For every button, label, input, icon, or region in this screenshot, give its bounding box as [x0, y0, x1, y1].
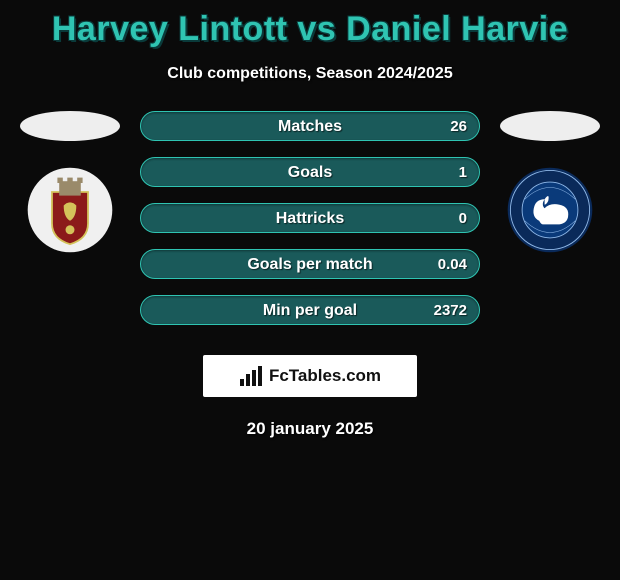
- bars-icon: [239, 365, 263, 387]
- stat-bar: Goals per match 0.04: [140, 249, 480, 279]
- stat-label: Goals: [141, 158, 479, 188]
- right-player-column: [495, 111, 605, 255]
- page-title: Harvey Lintott vs Daniel Harvie: [0, 0, 620, 49]
- right-club-crest: [505, 165, 595, 255]
- stat-bar: Matches 26: [140, 111, 480, 141]
- stat-label: Matches: [141, 112, 479, 142]
- stat-label: Hattricks: [141, 204, 479, 234]
- stats-column: Matches 26 Goals 1 Hattricks 0 Goals per…: [140, 111, 480, 341]
- stat-right-value: 2372: [422, 296, 479, 326]
- subtitle: Club competitions, Season 2024/2025: [0, 65, 620, 83]
- stat-right-value: 26: [438, 112, 479, 142]
- right-player-silhouette: [500, 111, 600, 141]
- date-text: 20 january 2025: [0, 419, 620, 439]
- stat-bar: Min per goal 2372: [140, 295, 480, 325]
- branding-box: FcTables.com: [203, 355, 417, 397]
- stat-bar: Hattricks 0: [140, 203, 480, 233]
- brand-text: FcTables.com: [269, 366, 381, 386]
- wycombe-crest-icon: [505, 165, 595, 255]
- stat-right-value: 0: [447, 204, 479, 234]
- left-player-column: [15, 111, 125, 255]
- comparison-layout: Matches 26 Goals 1 Hattricks 0 Goals per…: [0, 111, 620, 341]
- left-club-crest: [25, 165, 115, 255]
- stat-right-value: 1: [447, 158, 479, 188]
- stat-bar: Goals 1: [140, 157, 480, 187]
- left-player-silhouette: [20, 111, 120, 141]
- northampton-crest-icon: [25, 165, 115, 255]
- stat-right-value: 0.04: [426, 250, 479, 280]
